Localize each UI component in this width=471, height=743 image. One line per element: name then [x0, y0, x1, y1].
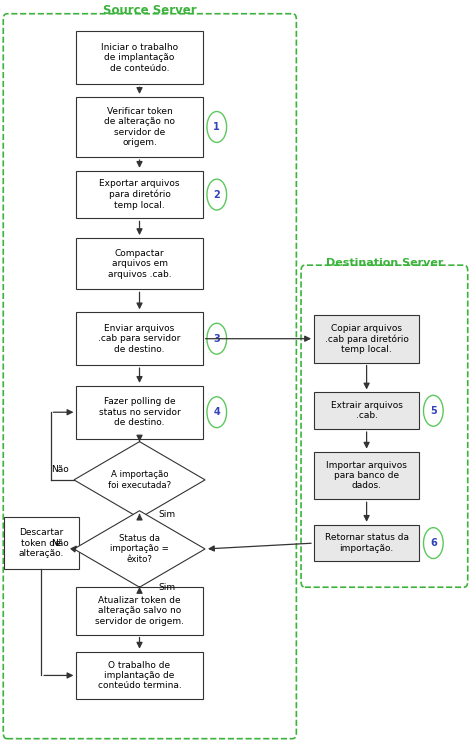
- Text: 1: 1: [213, 122, 220, 132]
- Text: Não: Não: [51, 539, 69, 548]
- FancyBboxPatch shape: [314, 392, 419, 429]
- Text: Status da
importação =
êxito?: Status da importação = êxito?: [110, 534, 169, 564]
- Text: Retornar status da
importação.: Retornar status da importação.: [325, 533, 409, 553]
- FancyBboxPatch shape: [76, 97, 203, 157]
- Text: Verificar token
de alteração no
servidor de
origem.: Verificar token de alteração no servidor…: [104, 107, 175, 147]
- Polygon shape: [74, 510, 205, 587]
- FancyBboxPatch shape: [76, 238, 203, 290]
- Text: Fazer polling de
status no servidor
de destino.: Fazer polling de status no servidor de d…: [98, 398, 180, 427]
- FancyBboxPatch shape: [314, 315, 419, 363]
- Text: Extrair arquivos
.cab.: Extrair arquivos .cab.: [331, 401, 403, 421]
- Text: Copiar arquivos
.cab para diretório
temp local.: Copiar arquivos .cab para diretório temp…: [325, 323, 408, 354]
- Polygon shape: [74, 441, 205, 518]
- FancyBboxPatch shape: [76, 652, 203, 699]
- FancyBboxPatch shape: [314, 452, 419, 499]
- Circle shape: [207, 111, 227, 143]
- FancyBboxPatch shape: [76, 312, 203, 365]
- Circle shape: [207, 323, 227, 354]
- Circle shape: [207, 179, 227, 210]
- FancyBboxPatch shape: [4, 517, 79, 569]
- Text: Iniciar o trabalho
de implantação
de conteúdo.: Iniciar o trabalho de implantação de con…: [101, 43, 178, 73]
- Text: Descartar
token de
alteração.: Descartar token de alteração.: [18, 528, 64, 558]
- Text: Source Server: Source Server: [103, 4, 196, 16]
- Text: O trabalho de
implantação de
conteúdo termina.: O trabalho de implantação de conteúdo te…: [97, 661, 181, 690]
- Text: Destination Server: Destination Server: [326, 258, 443, 268]
- FancyBboxPatch shape: [76, 31, 203, 84]
- Text: A importação
foi executada?: A importação foi executada?: [108, 470, 171, 490]
- Text: 2: 2: [213, 189, 220, 200]
- Circle shape: [423, 528, 443, 559]
- Text: Sim: Sim: [158, 583, 175, 591]
- Text: 6: 6: [430, 538, 437, 548]
- Text: Sim: Sim: [158, 510, 175, 519]
- Circle shape: [423, 395, 443, 426]
- FancyBboxPatch shape: [76, 171, 203, 218]
- FancyBboxPatch shape: [76, 587, 203, 635]
- Text: 5: 5: [430, 406, 437, 416]
- Text: Exportar arquivos
para diretório
temp local.: Exportar arquivos para diretório temp lo…: [99, 179, 180, 210]
- Text: Importar arquivos
para banco de
dados.: Importar arquivos para banco de dados.: [326, 461, 407, 490]
- Text: Não: Não: [51, 465, 69, 474]
- Text: Enviar arquivos
.cab para servidor
de destino.: Enviar arquivos .cab para servidor de de…: [98, 324, 181, 354]
- Circle shape: [207, 397, 227, 428]
- FancyBboxPatch shape: [76, 386, 203, 438]
- Text: Atualizar token de
alteração salvo no
servidor de origem.: Atualizar token de alteração salvo no se…: [95, 596, 184, 626]
- Text: 3: 3: [213, 334, 220, 344]
- Text: 4: 4: [213, 407, 220, 418]
- Text: Compactar
arquivos em
arquivos .cab.: Compactar arquivos em arquivos .cab.: [108, 249, 171, 279]
- FancyBboxPatch shape: [314, 525, 419, 562]
